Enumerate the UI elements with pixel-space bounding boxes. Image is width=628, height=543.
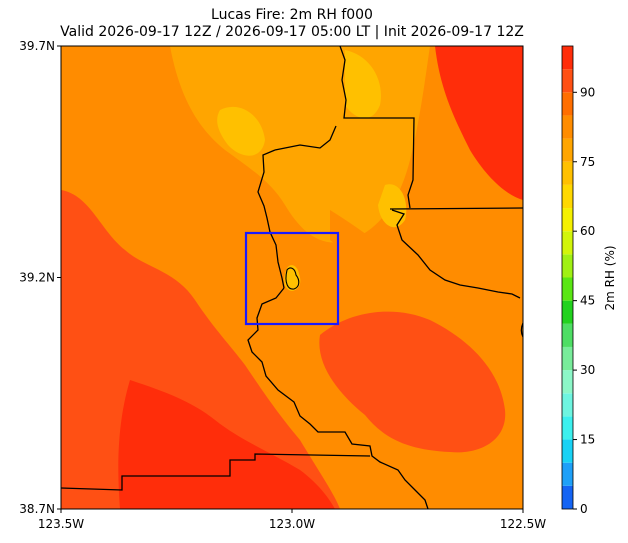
field-moist-south [118, 380, 335, 509]
colorbar-segment [562, 46, 573, 70]
boundary-central-county [339, 46, 415, 209]
y-axis-ticks: 39.7N 39.2N 38.7N [19, 39, 61, 516]
fire-perimeter [285, 267, 300, 290]
boundary-east-valley [391, 209, 521, 299]
chart-subtitle: Valid 2026-09-17 12Z / 2026-09-17 05:00 … [60, 24, 524, 40]
field-dry-north-cores [217, 50, 407, 228]
y-tick-label: 38.7N [19, 502, 55, 516]
colorbar-segment [562, 254, 573, 278]
colorbar-segment [562, 393, 573, 417]
colorbar [562, 46, 573, 509]
colorbar-tick-label: 60 [580, 224, 595, 238]
colorbar-segment [562, 92, 573, 116]
colorbar-tick-label: 15 [580, 433, 595, 447]
field-drier-valley [330, 210, 523, 330]
colorbar-segment [562, 277, 573, 301]
x-tick-label: 123.0W [269, 517, 315, 531]
boundary-south [61, 453, 371, 491]
boundary-west-curve [257, 149, 285, 289]
x-axis-ticks: 123.5W 123.0W 122.5W [38, 509, 546, 531]
y-tick-label: 39.7N [19, 39, 55, 53]
colorbar-frame [561, 45, 574, 510]
fire-focus-box [244, 231, 340, 326]
colorbar-segment [562, 69, 573, 93]
colorbar-tick-label: 45 [580, 294, 595, 308]
colorbar-segment [562, 208, 573, 232]
field-moist-northeast [435, 46, 523, 200]
colorbar-label: 2m RH (%) [603, 245, 617, 310]
rh-field [61, 46, 523, 509]
x-tick-label: 123.5W [38, 517, 84, 531]
colorbar-segment [562, 161, 573, 185]
colorbar-ticks: 0 15 30 45 60 75 90 [573, 85, 595, 516]
x-tick-label: 122.5W [500, 517, 546, 531]
colorbar-segment [562, 184, 573, 209]
colorbar-segment [562, 416, 573, 440]
colorbar-segment [562, 370, 573, 394]
colorbar-segment [562, 485, 573, 509]
colorbar-segment [562, 300, 573, 324]
boundary-east-spur [389, 207, 523, 210]
colorbar-segment [562, 462, 573, 486]
field-moist-east-pocket [319, 311, 506, 453]
colorbar-segment [562, 346, 573, 371]
colorbar-tick-label: 0 [580, 502, 588, 516]
y-tick-label: 39.2N [19, 271, 55, 285]
boundary-fire-county [247, 287, 429, 509]
chart-title: Lucas Fire: 2m RH f000 [211, 7, 373, 23]
colorbar-segment [562, 323, 573, 347]
boundary-west-north [274, 125, 337, 151]
colorbar-segment [562, 439, 573, 463]
colorbar-tick-label: 75 [580, 155, 595, 169]
colorbar-segment [562, 138, 573, 162]
colorbar-segment [562, 231, 573, 255]
colorbar-tick-label: 30 [580, 363, 595, 377]
county-boundaries [61, 46, 523, 509]
colorbar-segment [562, 115, 573, 139]
colorbar-tick-label: 90 [580, 85, 595, 99]
